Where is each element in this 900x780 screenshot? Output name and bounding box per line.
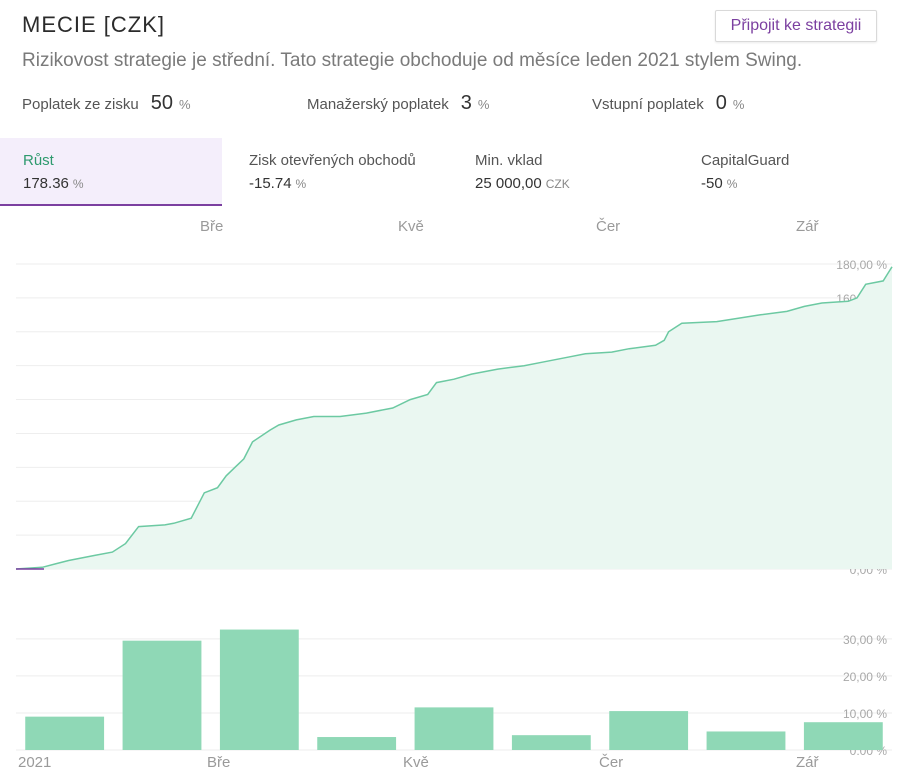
tab-min-deposit-number: 25 000,00 (475, 175, 542, 192)
growth-area (16, 266, 892, 569)
y-tick-label: 10,00 % (843, 707, 887, 721)
month-label-top: Bře (200, 218, 224, 235)
fee-entry: Vstupní poplatek 0 % (592, 92, 744, 115)
tab-capitalguard-number: -50 (701, 175, 723, 192)
tab-capitalguard[interactable]: CapitalGuard -50% (701, 138, 891, 206)
strategy-description: Rizikovost strategie je střední. Tato st… (22, 50, 803, 71)
stats-tabs: Růst 178.36% Zisk otevřených obchodů -15… (0, 138, 900, 208)
tab-growth-unit: % (72, 177, 84, 191)
monthly-bar-chart: 0,00 %10,00 %20,00 %30,00 % (16, 629, 892, 755)
month-label-bottom: Bře (207, 754, 231, 771)
month-label-bottom: Kvě (403, 754, 429, 771)
month-label-top: Čer (596, 218, 621, 235)
month-label-bottom: Zář (796, 754, 819, 771)
fee-management-unit: % (477, 97, 490, 112)
fee-profit-label: Poplatek ze zisku (22, 96, 139, 113)
tab-min-deposit-unit: CZK (545, 177, 570, 191)
tab-min-deposit[interactable]: Min. vklad 25 000,00 CZK (475, 138, 685, 206)
monthly-bar (803, 722, 883, 750)
growth-line (15, 266, 893, 570)
connect-strategy-button[interactable]: Připojit ke strategii (715, 10, 877, 42)
tab-growth-value: 178.36% (23, 175, 222, 192)
fee-management: Manažerský poplatek 3 % (307, 92, 489, 115)
monthly-bar (511, 735, 591, 750)
y-tick-label: 30,00 % (843, 633, 887, 647)
y-tick-label: 180,00 % (836, 258, 887, 272)
monthly-bar (25, 716, 105, 750)
tab-open-profit-value: -15.74% (249, 175, 459, 192)
tab-capitalguard-unit: % (726, 177, 738, 191)
fee-management-value: 3 (460, 92, 472, 114)
fee-management-label: Manažerský poplatek (307, 96, 449, 113)
monthly-bar (317, 737, 397, 750)
month-label-top: Kvě (398, 218, 424, 235)
growth-line-chart: 0,00 %20,00 %40,00 %60,00 %80,00 %100,00… (15, 258, 893, 577)
fee-profit: Poplatek ze zisku 50 % (22, 92, 191, 115)
monthly-bar (609, 711, 689, 750)
y-tick-label: 20,00 % (843, 670, 887, 684)
fee-profit-value: 50 (150, 92, 173, 114)
monthly-bar (219, 629, 299, 750)
tab-growth-label: Růst (23, 152, 54, 169)
tab-open-profit-number: -15.74 (249, 175, 292, 192)
tab-open-profit[interactable]: Zisk otevřených obchodů -15.74% (249, 138, 459, 206)
month-label-top: Zář (796, 218, 819, 235)
tab-open-profit-unit: % (295, 177, 307, 191)
monthly-bar (706, 731, 786, 750)
fee-entry-value: 0 (715, 92, 727, 114)
month-label-bottom: 2021 (18, 754, 52, 771)
month-label-bottom: Čer (599, 754, 624, 771)
fee-profit-unit: % (178, 97, 191, 112)
fee-entry-unit: % (732, 97, 745, 112)
tab-capitalguard-value: -50% (701, 175, 891, 192)
monthly-bar (122, 640, 202, 750)
strategy-title: MECIE [CZK] (22, 12, 166, 37)
monthly-bar (414, 707, 494, 750)
fee-entry-label: Vstupní poplatek (592, 96, 704, 113)
tab-min-deposit-label: Min. vklad (475, 152, 543, 169)
tab-capitalguard-label: CapitalGuard (701, 152, 790, 169)
tab-growth[interactable]: Růst 178.36% (0, 138, 222, 206)
tab-open-profit-label: Zisk otevřených obchodů (249, 152, 416, 169)
tab-min-deposit-value: 25 000,00 CZK (475, 175, 685, 192)
tab-growth-number: 178.36 (23, 175, 69, 192)
